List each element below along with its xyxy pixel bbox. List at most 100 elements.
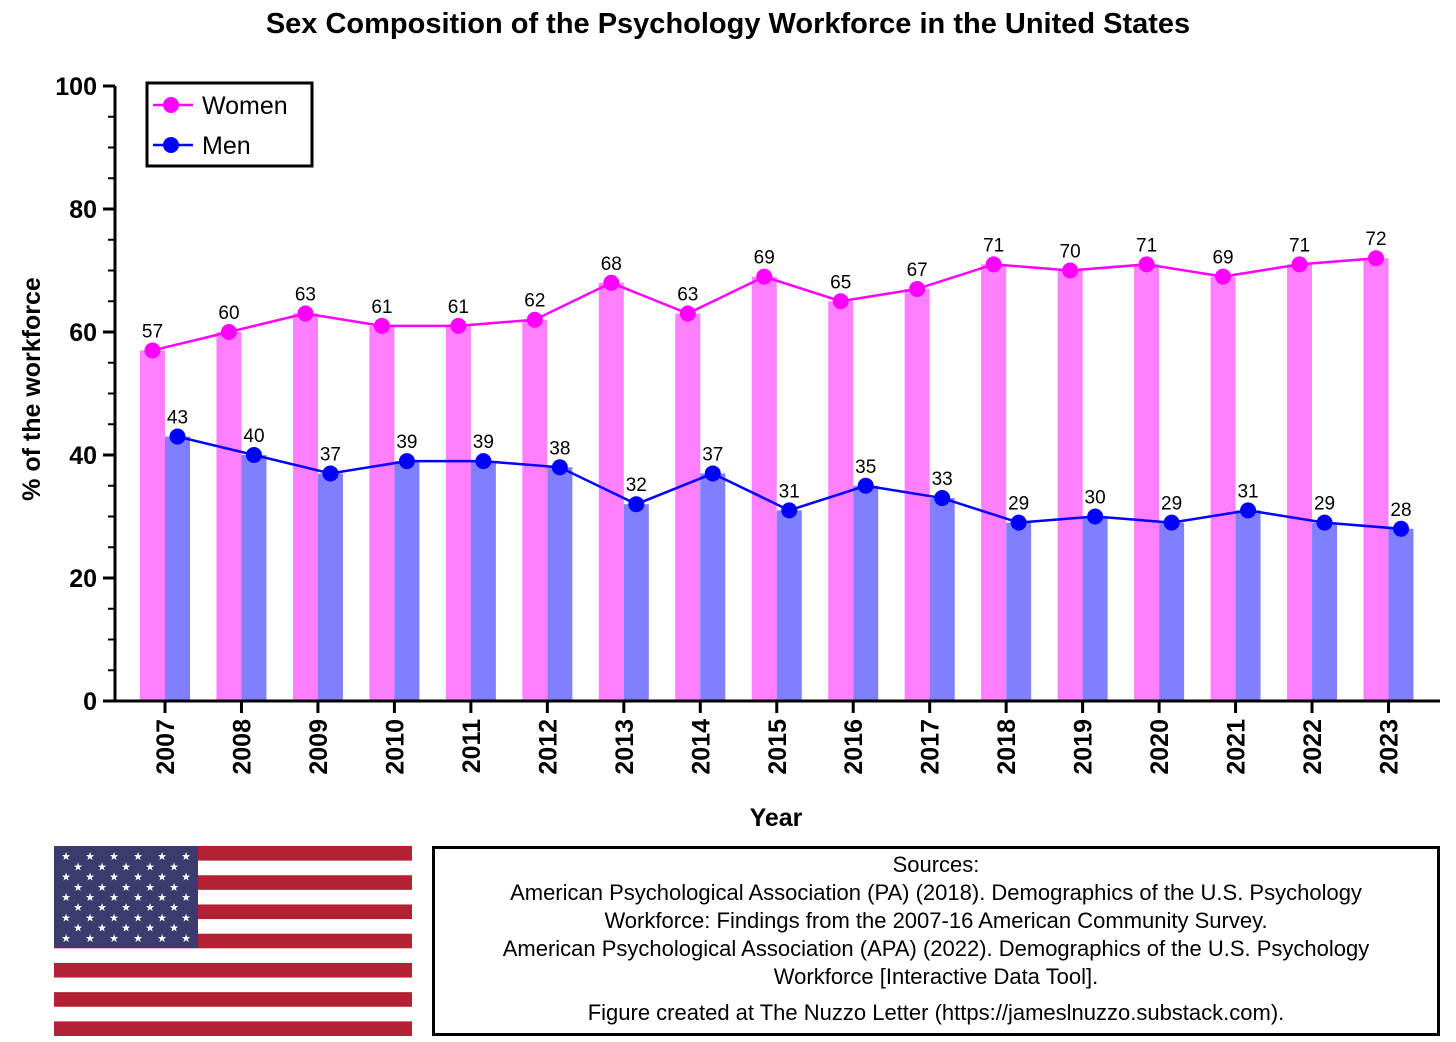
data-label-men: 43 bbox=[167, 408, 188, 429]
flag-star-icon: ★ bbox=[61, 850, 71, 863]
point-men bbox=[1010, 514, 1027, 531]
point-men bbox=[398, 453, 415, 470]
sources-heading: Sources: bbox=[892, 852, 980, 877]
bar-women bbox=[1210, 276, 1236, 701]
bar-men bbox=[776, 510, 802, 701]
flag-star-icon: ★ bbox=[181, 932, 191, 945]
bar-women bbox=[522, 319, 548, 701]
bar-men bbox=[853, 485, 879, 701]
data-label-men: 29 bbox=[1314, 494, 1335, 515]
data-labels-layer: 57 60 63 61 61 62 68 63 69 65 67 71 70 71 69 71 72 43 40 37… bbox=[142, 229, 1412, 521]
chart-title: Sex Composition of the Psychology Workfo… bbox=[265, 8, 1191, 40]
legend-men-label: Men bbox=[202, 132, 251, 160]
data-label-women: 71 bbox=[1289, 235, 1310, 256]
point-men bbox=[1163, 514, 1180, 531]
data-label-men: 39 bbox=[396, 432, 417, 453]
flag-star-icon: ★ bbox=[169, 922, 179, 935]
bar-women bbox=[751, 276, 777, 701]
point-men bbox=[857, 477, 874, 494]
data-label-women: 71 bbox=[983, 235, 1004, 256]
data-label-women: 71 bbox=[1136, 235, 1157, 256]
data-label-women: 63 bbox=[295, 285, 316, 306]
bar-women bbox=[292, 313, 318, 701]
flag-star-icon: ★ bbox=[121, 881, 131, 894]
data-label-men: 29 bbox=[1161, 494, 1182, 515]
point-men bbox=[1316, 514, 1333, 531]
legend-women-marker bbox=[163, 97, 179, 113]
x-tick-label: 2010 bbox=[381, 719, 409, 775]
y-tick-label: 100 bbox=[55, 73, 97, 101]
x-tick-label: 2022 bbox=[1299, 719, 1327, 775]
sources-line: Workforce: Findings from the 2007-16 Ame… bbox=[604, 908, 1268, 933]
bar-women bbox=[1287, 264, 1313, 701]
point-men bbox=[475, 453, 492, 470]
flag-star-icon: ★ bbox=[73, 901, 83, 914]
flag-star-icon: ★ bbox=[181, 891, 191, 904]
x-tick-label: 2021 bbox=[1223, 719, 1251, 775]
flag-star-icon: ★ bbox=[85, 932, 95, 945]
x-tick-label: 2011 bbox=[458, 719, 486, 773]
data-label-women: 63 bbox=[677, 285, 698, 306]
flag-star-icon: ★ bbox=[145, 901, 155, 914]
x-tick-label: 2008 bbox=[228, 719, 256, 775]
axes-layer: 0 20 40 60 80 100 2007 2008 2009 2010 2011 2012 2013… bbox=[55, 73, 1440, 775]
point-men bbox=[322, 465, 339, 482]
x-tick-label: 2023 bbox=[1376, 719, 1404, 775]
bar-men bbox=[394, 461, 420, 701]
point-men bbox=[1087, 508, 1104, 525]
flag-star-icon: ★ bbox=[157, 932, 167, 945]
x-tick-label: 2007 bbox=[152, 719, 180, 775]
flag-star-icon: ★ bbox=[121, 922, 131, 935]
flag-stripe bbox=[54, 948, 412, 964]
flag-star-icon: ★ bbox=[97, 881, 107, 894]
data-label-women: 69 bbox=[754, 248, 775, 269]
bar-women bbox=[1057, 270, 1083, 701]
data-label-women: 65 bbox=[830, 272, 851, 293]
bar-men bbox=[1235, 510, 1261, 701]
data-label-women: 61 bbox=[448, 297, 469, 318]
flag-stripe bbox=[54, 962, 412, 979]
flag-star-icon: ★ bbox=[97, 922, 107, 935]
sources-line: American Psychological Association (APA)… bbox=[502, 936, 1370, 961]
data-label-women: 67 bbox=[907, 260, 928, 281]
bar-women bbox=[1134, 264, 1160, 701]
bar-women bbox=[216, 332, 242, 701]
flag-star-icon: ★ bbox=[85, 891, 95, 904]
data-label-women: 60 bbox=[218, 303, 239, 324]
flag-stripe bbox=[54, 977, 412, 993]
point-women bbox=[450, 317, 467, 334]
y-tick-label: 80 bbox=[69, 196, 97, 224]
bar-women bbox=[369, 325, 395, 701]
flag-star-icon: ★ bbox=[121, 901, 131, 914]
data-label-men: 38 bbox=[549, 438, 570, 459]
bars-layer bbox=[140, 258, 1414, 701]
data-label-women: 57 bbox=[142, 321, 163, 342]
bar-women bbox=[828, 301, 854, 701]
point-women bbox=[832, 293, 849, 310]
flag-star-icon: ★ bbox=[181, 911, 191, 924]
flag-star-icon: ★ bbox=[61, 891, 71, 904]
flag-star-icon: ★ bbox=[169, 860, 179, 873]
chart-area: 0 20 40 60 80 100 2007 2008 2009 2010 2011 2012 2013… bbox=[18, 73, 1440, 832]
data-label-men: 40 bbox=[243, 426, 264, 447]
sources-box: Sources: American Psychological Associat… bbox=[432, 846, 1440, 1036]
bar-men bbox=[1159, 522, 1185, 701]
flag-star-icon: ★ bbox=[73, 860, 83, 873]
point-women bbox=[220, 324, 237, 340]
point-women bbox=[1138, 256, 1155, 273]
flag-star-icon: ★ bbox=[85, 871, 95, 884]
point-men bbox=[1393, 520, 1409, 537]
flag-star-icon: ★ bbox=[61, 871, 71, 884]
flag-star-icon: ★ bbox=[109, 932, 119, 945]
flag-star-icon: ★ bbox=[157, 911, 167, 924]
bar-men bbox=[317, 473, 343, 701]
bar-men bbox=[547, 467, 573, 701]
x-tick-label: 2019 bbox=[1070, 719, 1098, 775]
x-tick-label: 2020 bbox=[1146, 719, 1174, 775]
sources-line: Workforce [Interactive Data Tool]. bbox=[773, 964, 1099, 989]
data-label-women: 72 bbox=[1365, 229, 1386, 250]
flag-star-icon: ★ bbox=[133, 871, 143, 884]
flag-star-icon: ★ bbox=[121, 860, 131, 873]
point-women bbox=[1215, 268, 1232, 285]
data-label-men: 37 bbox=[702, 444, 723, 465]
